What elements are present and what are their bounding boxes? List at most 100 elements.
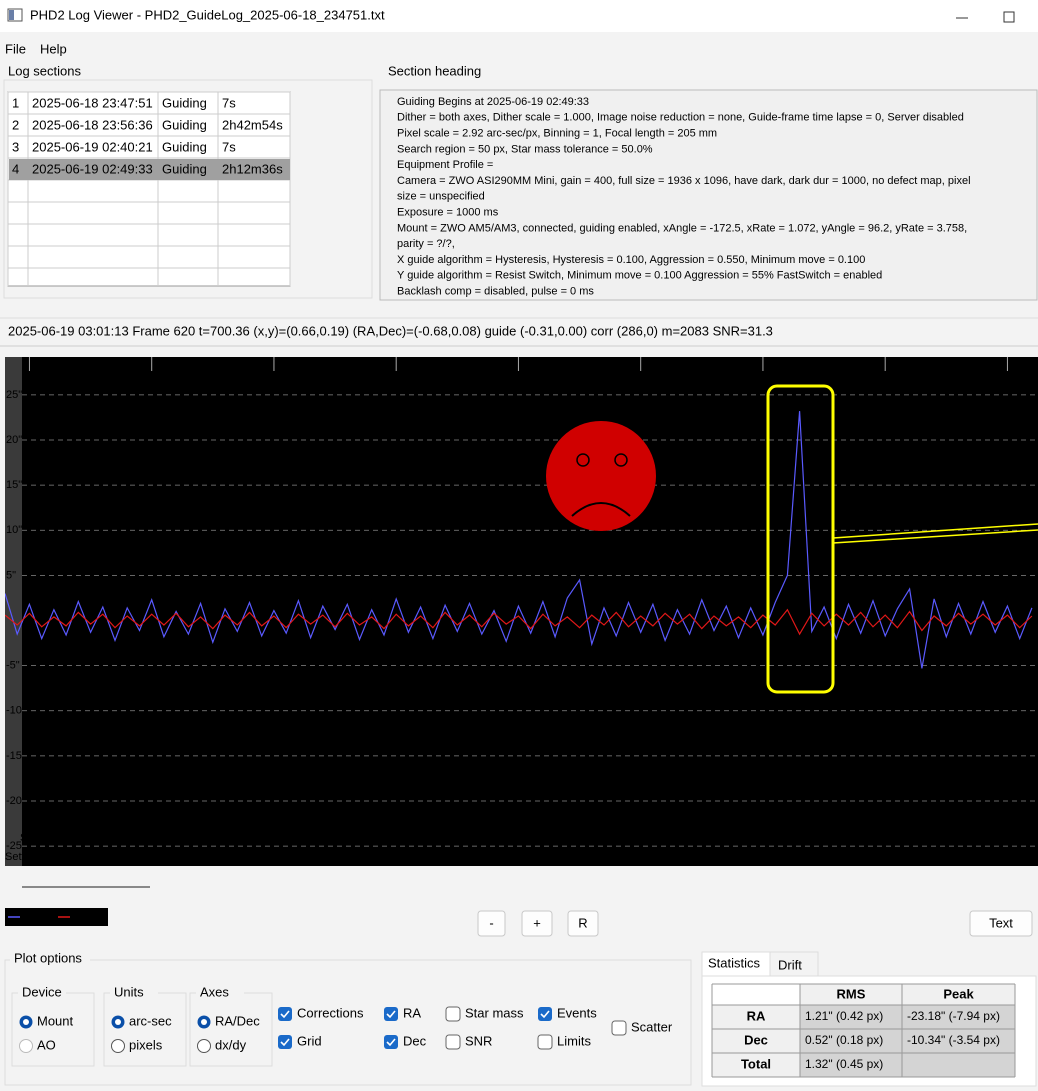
log-row[interactable]: 2 2025-06-18 23:56:36 Guiding 2h42m54s	[12, 117, 283, 132]
menu-item[interactable]: Help	[40, 41, 67, 56]
heading-line: Dither = both axes, Dither scale = 1.000…	[397, 112, 964, 124]
plot: 25" 20" 15" 10" 5" -5" -10" -15" -20" -25" 02:50 02…	[5, 357, 1038, 863]
button[interactable]: R	[567, 910, 599, 937]
checkbox-label: RA	[403, 1005, 421, 1020]
log-cell: Guiding	[162, 139, 207, 154]
y-axis-strip	[5, 357, 22, 866]
log-cell: 3	[12, 139, 19, 154]
log-cell: Guiding	[162, 95, 207, 110]
x-tick-label: 02:52	[155, 361, 183, 373]
radio-off	[111, 1039, 125, 1053]
radio-label: pixels	[129, 1037, 163, 1052]
button-face	[567, 910, 599, 937]
label-bg	[10, 950, 90, 968]
checkbox[interactable]: SNR	[445, 1033, 492, 1050]
radio-label: dx/dy	[215, 1037, 247, 1052]
y-tick-label: 15"	[6, 479, 22, 491]
radio-dot	[23, 1019, 29, 1025]
stats-header-label: RMS	[837, 986, 866, 1001]
group-label: Plot options	[14, 950, 82, 965]
button[interactable]: -	[477, 910, 506, 937]
button[interactable]: +	[521, 910, 553, 937]
radio-label: Mount	[37, 1013, 74, 1028]
checkbox-off	[611, 1020, 627, 1036]
log-row[interactable]: 1 2025-06-18 23:47:51 Guiding 7s	[12, 95, 236, 110]
log-row[interactable]: 3 2025-06-19 02:40:21 Guiding 7s	[12, 139, 236, 154]
stats-cells	[800, 1005, 1015, 1029]
tab-face	[769, 951, 819, 977]
series-line	[5, 608, 1033, 636]
status-line: 2025-06-19 03:01:13 Frame 620 t=700.36 (…	[8, 323, 773, 338]
radio-button[interactable]: RA/Dec	[197, 1013, 261, 1029]
annotation: Settling complete	[20, 832, 104, 844]
checkbox[interactable]: Events	[538, 1005, 597, 1021]
label-bg	[196, 985, 244, 1001]
radio-dot	[115, 1019, 121, 1025]
checkbox-label: Scatter	[631, 1019, 673, 1034]
checkbox[interactable]: Star mass	[445, 1005, 524, 1022]
stats-cell: 1.21" (0.42 px)	[805, 1009, 883, 1023]
y-tick-label: 10"	[6, 524, 22, 536]
radio-button[interactable]: Mount	[19, 1013, 74, 1029]
app-icon-part	[9, 10, 14, 20]
group-label: Units	[114, 984, 144, 999]
menu-item[interactable]: File	[5, 41, 26, 56]
log-cell: 2025-06-18 23:56:36	[32, 117, 153, 132]
radio-button[interactable]: pixels	[111, 1037, 163, 1053]
y-tick-label: -15"	[6, 750, 26, 762]
checkmark	[540, 1010, 550, 1019]
heading-line: Equipment Profile =	[397, 159, 493, 171]
stats-row-label: Dec	[744, 1032, 768, 1047]
button[interactable]: Text	[969, 910, 1033, 937]
checkbox-label: Limits	[557, 1033, 591, 1048]
y-tick-label: -10"	[6, 705, 26, 717]
maximize-button[interactable]	[1003, 11, 1015, 23]
radio-button[interactable]: arc-sec	[111, 1013, 173, 1029]
tab[interactable]: Drift	[769, 951, 819, 977]
button-label: R	[578, 915, 587, 930]
label-bg	[110, 985, 158, 1001]
log-cell: 4	[12, 161, 19, 176]
log-cell: 2h12m36s	[222, 161, 283, 176]
sad-face	[546, 421, 656, 531]
x-tick-label: 02:50	[32, 361, 60, 373]
checkbox-label: Events	[557, 1005, 597, 1020]
checkbox[interactable]: Limits	[537, 1033, 591, 1050]
tab[interactable]: Statistics	[701, 951, 771, 977]
heading-text: Guiding Begins at 2025-06-19 02:49:33 Dit…	[397, 96, 971, 298]
checkbox[interactable]: Grid	[278, 1033, 322, 1049]
checkbox-label: SNR	[465, 1033, 492, 1048]
x-tick-label: 03:06	[1010, 361, 1038, 373]
y-tick-label: -25"	[6, 840, 26, 852]
checkbox[interactable]: RA	[384, 1005, 421, 1021]
button-face	[477, 910, 506, 937]
heading-line: Backlash comp = disabled, pulse = 0 ms	[397, 286, 594, 298]
checkbox-on	[384, 1035, 398, 1049]
log-row[interactable]: 4 2025-06-19 02:49:33 Guiding 2h12m36s	[9, 159, 290, 180]
checkbox-label: Star mass	[465, 1005, 524, 1020]
heading-line: Exposure = 1000 ms	[397, 207, 499, 219]
group-label: Section heading	[388, 63, 481, 78]
button-label: +	[533, 915, 541, 930]
radio-button[interactable]: dx/dy	[197, 1037, 247, 1053]
title-bar	[0, 0, 1038, 32]
group-box	[3, 79, 373, 299]
x-tick-label: 02:54	[277, 361, 305, 373]
checkbox[interactable]: Corrections	[278, 1005, 364, 1021]
log-cell: Guiding	[162, 117, 207, 132]
stats-cell: 1.32" (0.45 px)	[805, 1057, 883, 1071]
annotation: Settling started	[5, 851, 78, 863]
stats-row-head	[712, 1005, 800, 1029]
stats-cell: -10.34" (-3.54 px)	[907, 1033, 1000, 1047]
x-tick-label: 02:56	[399, 361, 427, 373]
y-tick-label: 20"	[6, 434, 22, 446]
checkbox-label: Corrections	[297, 1005, 364, 1020]
checkbox[interactable]: Scatter	[611, 1019, 673, 1036]
highlight-box	[766, 384, 835, 694]
log-cell: 7s	[222, 95, 236, 110]
checkbox-off	[445, 1006, 461, 1022]
tab-label: Drift	[778, 957, 802, 972]
checkbox[interactable]: Dec	[384, 1033, 427, 1049]
